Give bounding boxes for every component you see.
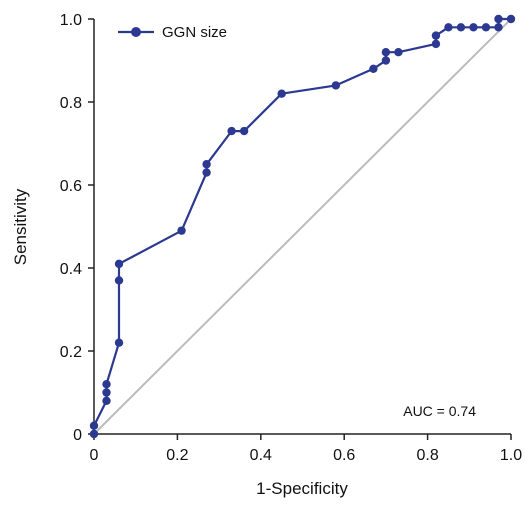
- y-tick-label: 0.2: [60, 344, 82, 361]
- x-tick-label: 0.8: [416, 447, 438, 464]
- data-point: [89, 421, 99, 430]
- y-tick-label: 0: [73, 427, 82, 444]
- series-line: [92, 17, 511, 434]
- data-point: [114, 338, 124, 347]
- data-point: [89, 429, 99, 439]
- data-point: [227, 126, 236, 136]
- y-tick-label: 0.6: [60, 178, 82, 195]
- data-point: [239, 126, 249, 136]
- x-tick-label: 0.6: [333, 447, 355, 464]
- data-point: [506, 14, 516, 24]
- data-point: [114, 259, 124, 269]
- data-point: [394, 48, 403, 57]
- auc-annotation: AUC = 0.74: [403, 403, 476, 419]
- data-point: [102, 380, 111, 389]
- data-point: [431, 31, 441, 40]
- legend-marker: [131, 27, 141, 37]
- x-tick-label: 0.2: [166, 447, 188, 464]
- data-point: [331, 81, 341, 90]
- data-point: [369, 64, 378, 74]
- data-point: [494, 23, 503, 32]
- data-point: [202, 160, 211, 169]
- x-axis-label: 1-Specificity: [256, 479, 348, 498]
- legend-label: GGN size: [162, 24, 227, 41]
- data-point: [494, 14, 503, 24]
- y-axis-label: Sensitivity: [11, 188, 30, 265]
- x-tick-label: 0: [90, 447, 99, 464]
- data-point: [381, 56, 391, 65]
- axes-layer: 0 0.2 0.4 0.6 0.8 1.0 0 0.2 0.4 0.6 0.8 1.0: [60, 12, 522, 464]
- data-point: [469, 23, 478, 32]
- reference-layer: [93, 18, 512, 435]
- data-point: [277, 89, 286, 98]
- x-tick-label: 1.0: [500, 447, 522, 464]
- y-tick-label: 0.8: [60, 95, 82, 112]
- data-point: [177, 226, 186, 235]
- data-point: [431, 39, 441, 49]
- data-point: [481, 23, 491, 32]
- data-point: [381, 48, 391, 57]
- data-point: [202, 168, 211, 177]
- y-tick-label: 1.0: [60, 12, 82, 29]
- data-point: [102, 388, 111, 397]
- y-tick-label: 0.4: [60, 261, 82, 278]
- series-layer: [89, 14, 516, 439]
- legend: GGN size: [118, 24, 227, 41]
- data-point: [102, 396, 111, 405]
- reference-diagonal-line: [93, 18, 512, 435]
- data-point: [456, 23, 466, 32]
- data-point: [444, 23, 453, 32]
- x-tick-label: 0.4: [250, 447, 272, 464]
- data-point: [114, 276, 124, 285]
